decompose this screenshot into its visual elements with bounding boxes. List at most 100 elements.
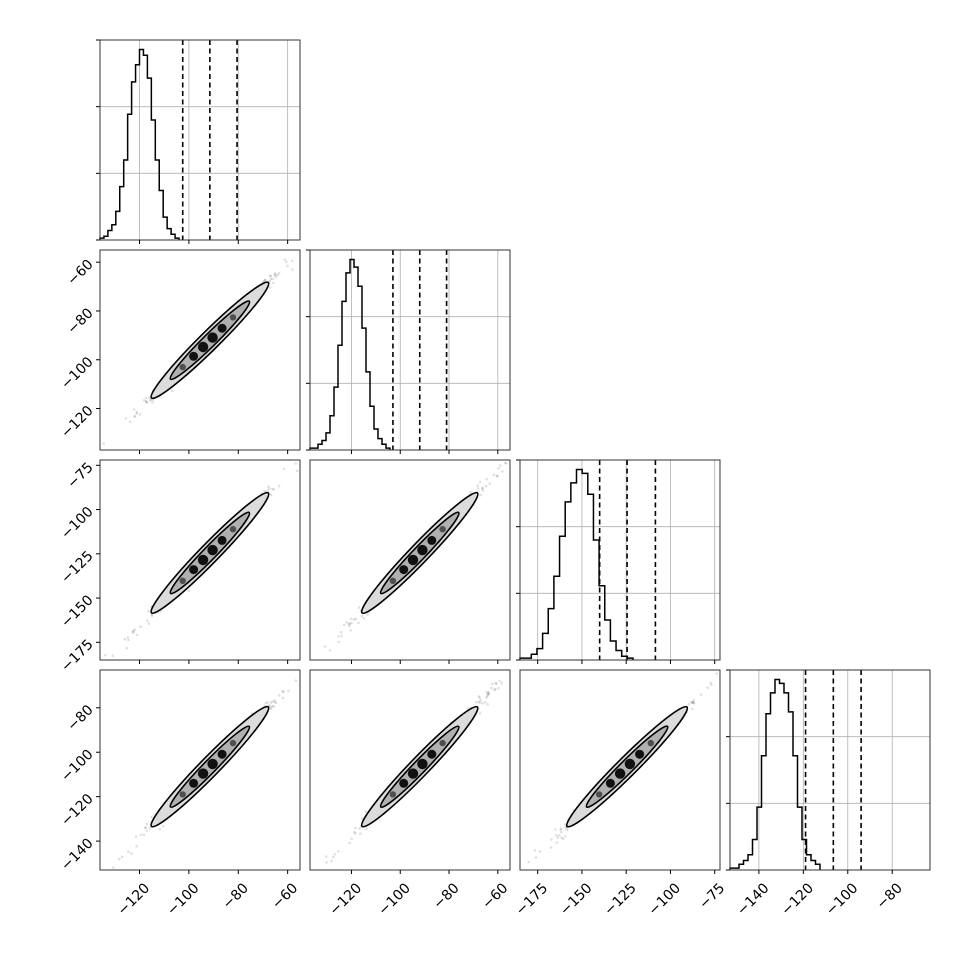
contour-inner [169, 725, 251, 808]
sample-point [274, 275, 278, 279]
sample-point [102, 442, 105, 445]
contour-outer [150, 491, 270, 615]
sample-point [555, 834, 558, 837]
sample-point [358, 827, 361, 830]
sample-point [324, 855, 328, 858]
scatter-panel-p3-vs-p1: −175 −150 −125 −100 −75 [58, 459, 301, 675]
axes-frame [99, 39, 301, 241]
sample-point [282, 467, 286, 471]
sample-point [120, 855, 124, 859]
sample-point [709, 681, 712, 685]
sample-point [133, 628, 137, 631]
contour-outer [360, 705, 479, 828]
sample-point [494, 687, 497, 691]
sample-point [148, 399, 152, 402]
x-tick-label: −175 [513, 880, 552, 919]
sample-point [277, 484, 281, 488]
sample-point [139, 625, 142, 628]
hist-panel-p4: −140 −120 −100 −80 [726, 669, 931, 919]
sample-point [124, 417, 128, 420]
sample-point [135, 410, 139, 414]
sample-point [486, 703, 489, 706]
sample-point [269, 493, 273, 497]
x-tick-label: −100 [375, 880, 414, 919]
hist-panel-p3 [516, 459, 721, 664]
sample-point [277, 694, 281, 697]
sample-point [268, 274, 272, 278]
density-peak [229, 739, 237, 747]
sample-point [359, 832, 362, 835]
sample-point [150, 613, 154, 616]
density-peak [439, 526, 446, 533]
sample-point [497, 687, 500, 690]
contour-inner [585, 725, 669, 809]
y-tick-label: −120 [58, 791, 97, 830]
sample-point [133, 415, 136, 418]
sample-point [130, 852, 133, 855]
sample-point [560, 831, 563, 834]
sample-point [715, 672, 719, 675]
sample-point [269, 701, 273, 704]
density-peak [197, 554, 209, 566]
sample-point [145, 619, 149, 623]
sample-point [150, 614, 154, 618]
contour-inner [169, 511, 251, 595]
sample-point [364, 810, 368, 813]
sample-point [294, 462, 298, 465]
sample-point [501, 470, 504, 473]
density-peak [189, 351, 199, 361]
sample-point [128, 420, 132, 424]
density-peak [207, 332, 218, 343]
sample-point [111, 866, 115, 869]
histogram-p1 [99, 48, 180, 240]
sample-point [345, 621, 349, 624]
sample-point [481, 487, 484, 490]
axes-frame [519, 669, 721, 871]
sample-point [348, 622, 351, 625]
sample-point [487, 692, 490, 695]
density-peak [614, 768, 626, 779]
sample-point [148, 396, 151, 399]
density-peak [624, 758, 636, 770]
sample-point [333, 852, 337, 856]
sample-point [699, 693, 703, 696]
sample-point [144, 396, 148, 400]
density-peak [217, 535, 227, 545]
sample-point [354, 826, 357, 830]
y-tick-label: −100 [58, 354, 97, 393]
sample-point [484, 484, 488, 488]
sample-point [145, 822, 149, 826]
density-peak [189, 565, 199, 575]
sample-point [132, 629, 135, 632]
sample-point [276, 273, 280, 277]
contour-inner [379, 725, 460, 809]
sample-point [162, 824, 165, 828]
sample-point [360, 817, 364, 820]
density-peak [207, 758, 218, 770]
sample-point [494, 682, 498, 685]
sample-point [476, 487, 480, 490]
sample-point [487, 690, 491, 694]
y-tick-label: −140 [58, 835, 97, 874]
density-peak [389, 791, 397, 798]
axes-frame [99, 459, 301, 661]
sample-point [689, 700, 693, 704]
y-tick-label: −120 [58, 403, 97, 442]
contour-outer [150, 705, 270, 828]
sample-point [492, 473, 496, 477]
sample-point [487, 693, 490, 696]
sample-point [550, 838, 553, 841]
sample-point [272, 705, 276, 708]
sample-point [490, 686, 493, 690]
sample-point [561, 837, 565, 841]
density-peak [647, 739, 654, 747]
sample-point [559, 827, 563, 830]
sample-point [271, 700, 274, 703]
sample-point [170, 389, 174, 393]
sample-point [273, 699, 276, 702]
sample-point [267, 485, 270, 489]
sample-point [337, 850, 340, 853]
sample-point [285, 260, 288, 264]
sample-point [504, 461, 507, 465]
axes-frame [309, 249, 511, 451]
